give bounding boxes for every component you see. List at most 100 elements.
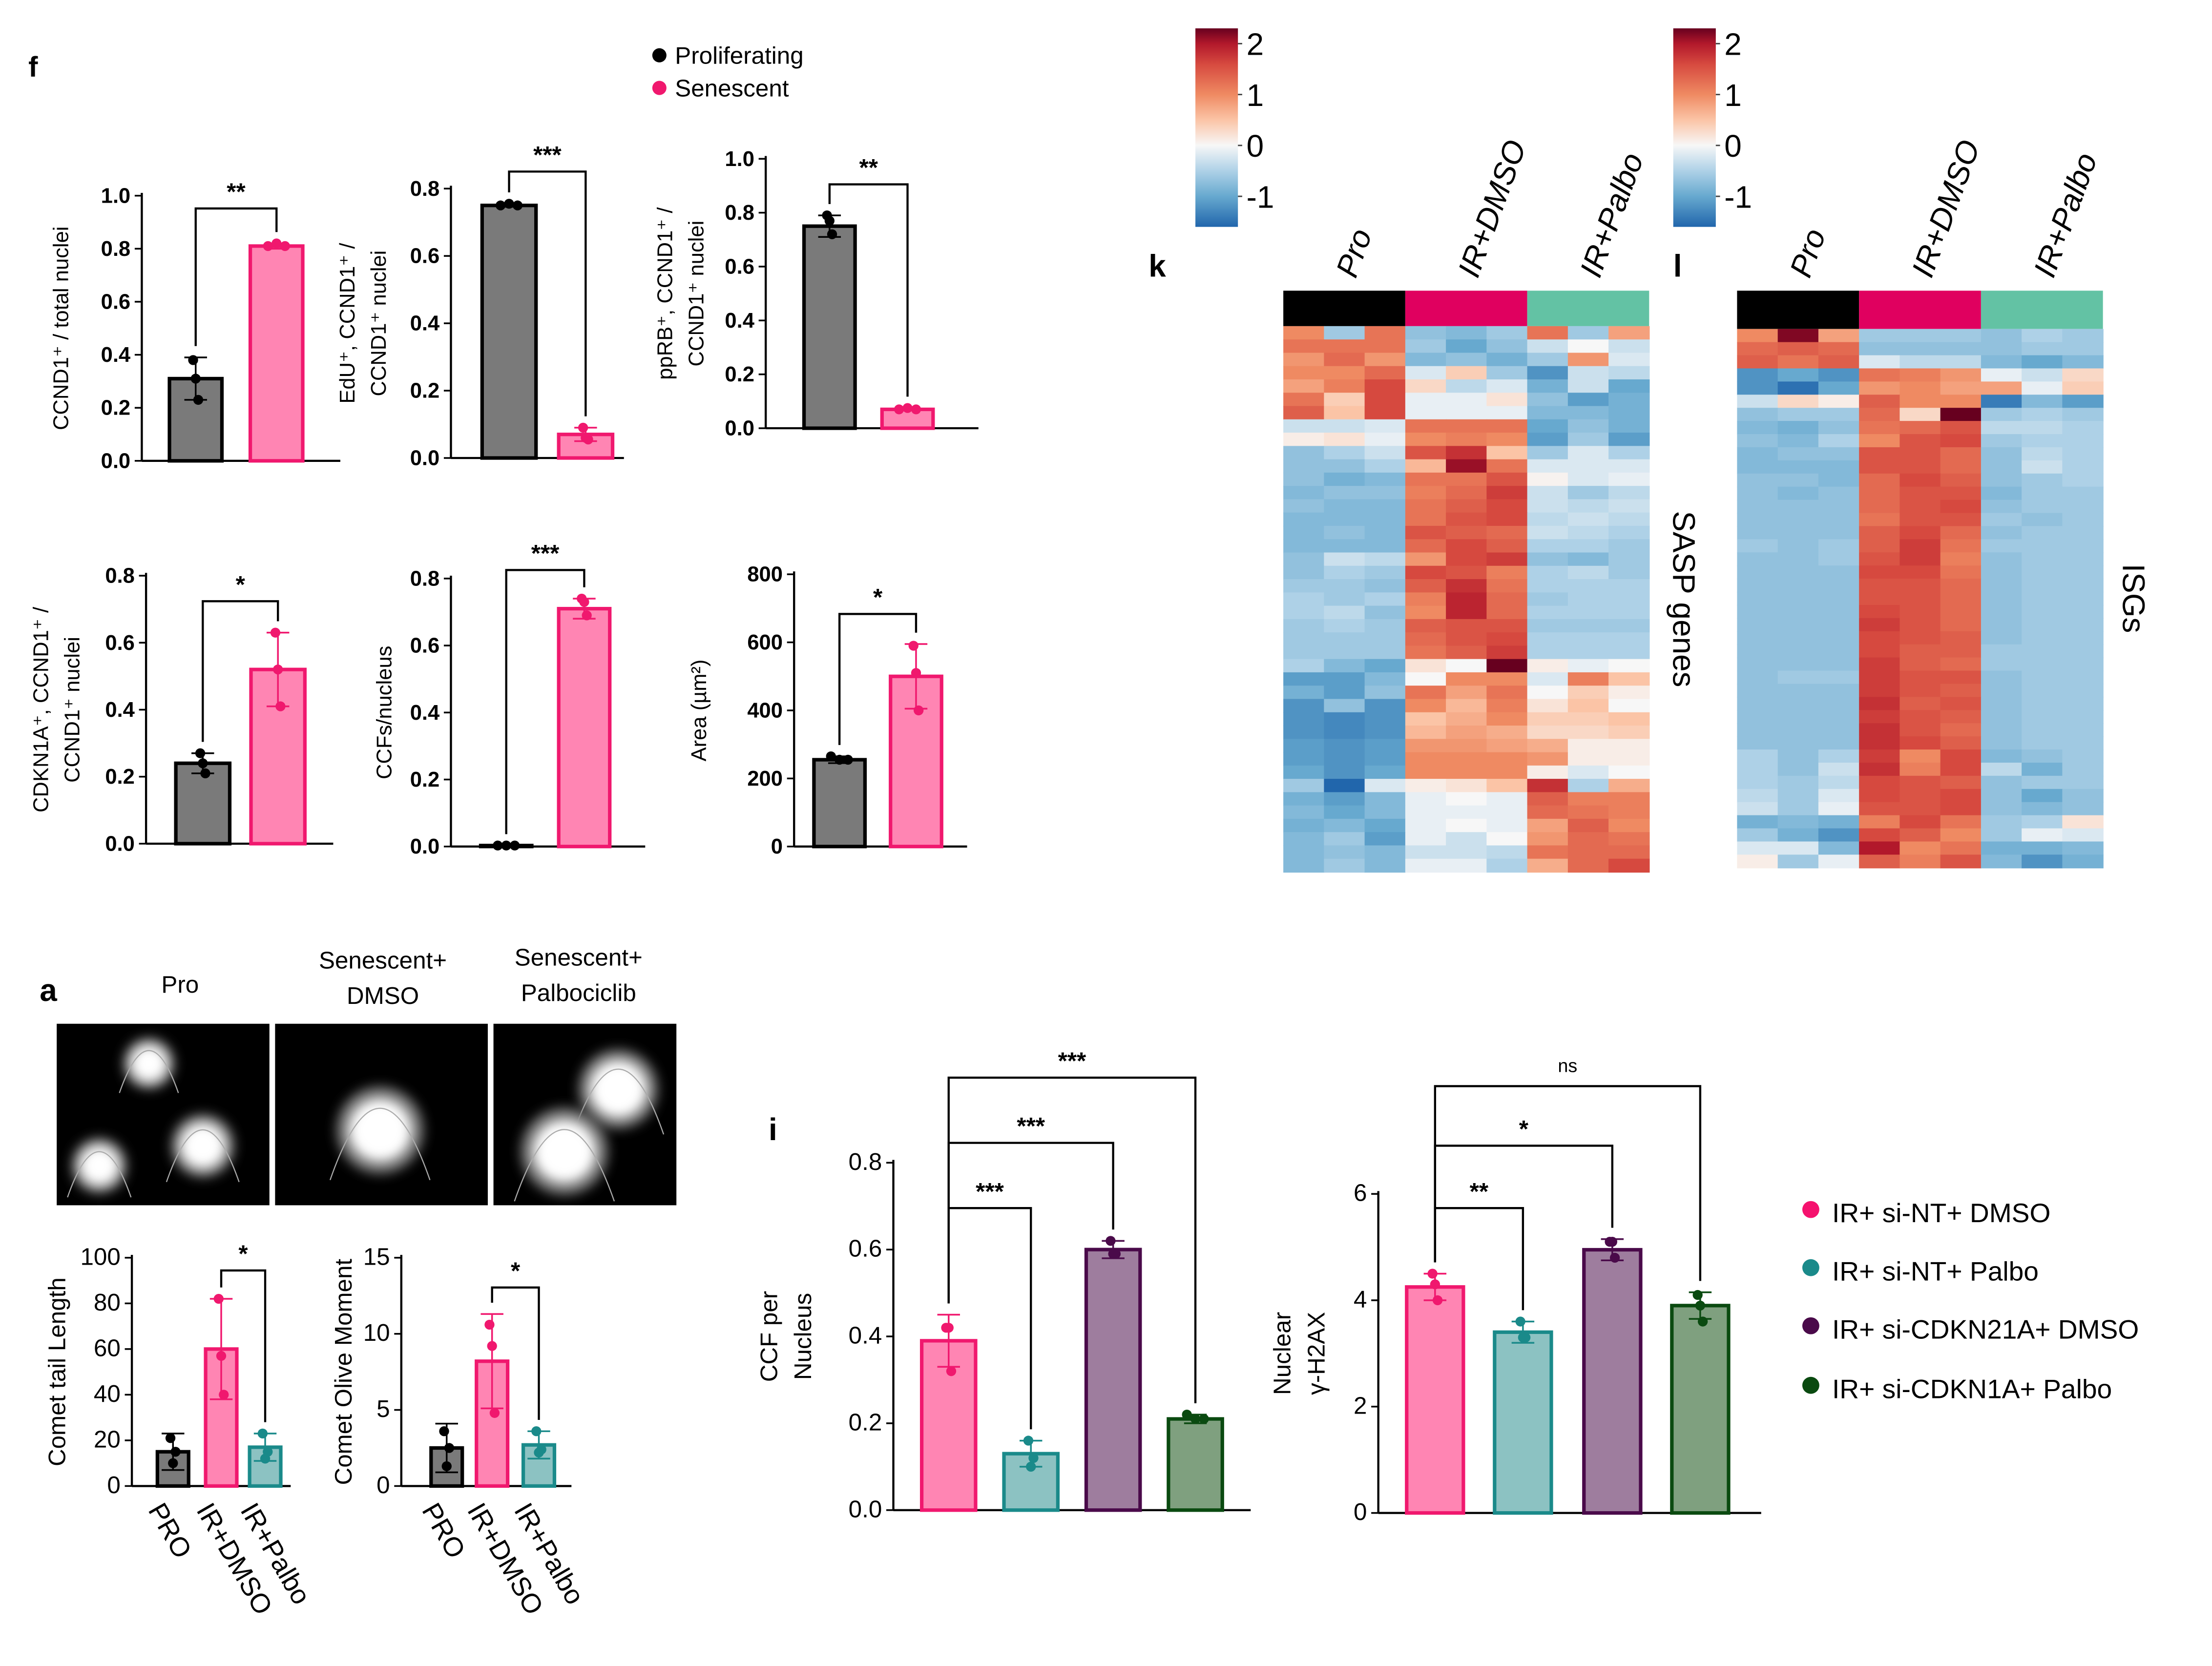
heatmap-cell [1527, 393, 1569, 407]
heatmap-cell [1283, 752, 1325, 766]
y-axis-label: Nuclear [1269, 1312, 1296, 1395]
heatmap-cell [2022, 618, 2063, 632]
heatmap-cell [1737, 460, 1778, 474]
row-group-label: SASP genes [1667, 511, 1702, 687]
heatmap-cell [1527, 339, 1569, 354]
heatmap-cell [1446, 406, 1487, 420]
heatmap-cell [1324, 472, 1365, 487]
heatmap-k: 2 1 0 -1 Pro IR+DMSO IR+Palbo SASP genes [1195, 27, 1702, 873]
heatmap-cell [1324, 419, 1365, 434]
heatmap-cell [1364, 433, 1406, 447]
data-point [273, 664, 283, 675]
heatmap-cell [1405, 739, 1447, 753]
heatmap-cell [1446, 433, 1487, 447]
heatmap-cell [1899, 604, 1941, 619]
heatmap-cell [1818, 592, 1860, 606]
heatmap-cell [1486, 353, 1528, 367]
heatmap-cell [1981, 526, 2023, 540]
heatmap-cell [1283, 446, 1325, 460]
comet-outline [119, 1050, 179, 1093]
heatmap-cell [1324, 379, 1365, 394]
heatmap-cell [2062, 473, 2104, 487]
heatmap-cell [1777, 486, 1819, 500]
heatmap-cell [2022, 762, 2063, 777]
significance-bracket [194, 207, 278, 346]
heatmap-cell [1324, 858, 1365, 873]
data-point [1028, 1453, 1039, 1463]
heatmap-cell [1364, 725, 1406, 740]
heatmap-cell [1486, 712, 1528, 727]
data-point [170, 1447, 181, 1457]
heatmap-cell [1899, 618, 1941, 632]
y-tick-label: 0.6 [849, 1235, 882, 1262]
heatmap-cell [1283, 792, 1325, 806]
heatmap-cell [1737, 434, 1778, 448]
heatmap-cell [2062, 592, 2104, 606]
heatmap-cell [1446, 792, 1487, 806]
heatmap-cell [1405, 472, 1447, 487]
colorbar-tick-label: 1 [1724, 78, 1742, 113]
heatmap-cell [1567, 446, 1609, 460]
heatmap-cell [2022, 395, 2063, 409]
heatmap-cell [1608, 419, 1650, 434]
heatmap-cell [1527, 353, 1569, 367]
heatmap-cell [1899, 697, 1941, 711]
heatmap-cell [1405, 818, 1447, 833]
heatmap-cell [1283, 326, 1325, 340]
heatmap-cell [1283, 672, 1325, 687]
heatmap-cell [1777, 447, 1819, 461]
data-point [1023, 1436, 1034, 1446]
heatmap-cell [1818, 736, 1860, 750]
row-group-label: ISGs [2116, 563, 2151, 633]
heatmap-cell [1608, 845, 1650, 859]
heatmap-cell [2062, 434, 2104, 448]
heatmap-cell [1283, 805, 1325, 820]
heatmap-cell [1608, 499, 1650, 513]
heatmap-cell [1899, 434, 1941, 448]
y-tick-label: 0.6 [410, 634, 440, 658]
heatmap-cell [1608, 552, 1650, 566]
heatmap-cell [1940, 447, 1982, 461]
heatmap-cell [1899, 736, 1941, 750]
heatmap-cell [1899, 723, 1941, 737]
y-tick-label: 60 [94, 1334, 121, 1361]
heatmap-cell [1446, 646, 1487, 660]
y-tick-label: 800 [747, 563, 783, 586]
heatmap-cell [1777, 473, 1819, 487]
heatmap-cell [2062, 579, 2104, 593]
heatmap-cell [1818, 434, 1860, 448]
heatmap-cell [2022, 579, 2063, 593]
heatmap-cell [1859, 815, 1900, 829]
heatmap-cell [1608, 486, 1650, 500]
heatmap-cell [2022, 473, 2063, 487]
heatmap-cell [2022, 447, 2063, 461]
heatmap-cell [1777, 736, 1819, 750]
heatmap-cell [1818, 657, 1860, 671]
heatmap-cell [1446, 686, 1487, 700]
heatmap-cell [1608, 339, 1650, 354]
heatmap-cell [1859, 762, 1900, 777]
heatmap-cell [1899, 684, 1941, 698]
heatmap-cell [2062, 342, 2104, 356]
heatmap-cell [1324, 739, 1365, 753]
heatmap-cell [1486, 565, 1528, 580]
heatmap-cell [2022, 486, 2063, 500]
heatmap-cell [1818, 460, 1860, 474]
heatmap-cell [1527, 752, 1569, 766]
heatmap-cell [1777, 723, 1819, 737]
heatmap-cell [1324, 632, 1365, 646]
heatmap-cell [2062, 447, 2104, 461]
heatmap-cell [1859, 802, 1900, 816]
y-tick-label: 0.2 [849, 1409, 882, 1436]
colorbar-tick-label: 1 [1247, 78, 1264, 113]
heatmap-cell [1859, 500, 1900, 514]
heatmap-cell [1737, 723, 1778, 737]
legend-marker-senescent [652, 81, 667, 95]
heatmap-cell [1405, 486, 1447, 500]
heatmap-cell [1859, 565, 1900, 580]
heatmap-cell [1981, 644, 2023, 658]
y-tick-label: 0.0 [101, 449, 131, 473]
heatmap-cell [2062, 670, 2104, 685]
heatmap-cell [1981, 368, 2023, 382]
